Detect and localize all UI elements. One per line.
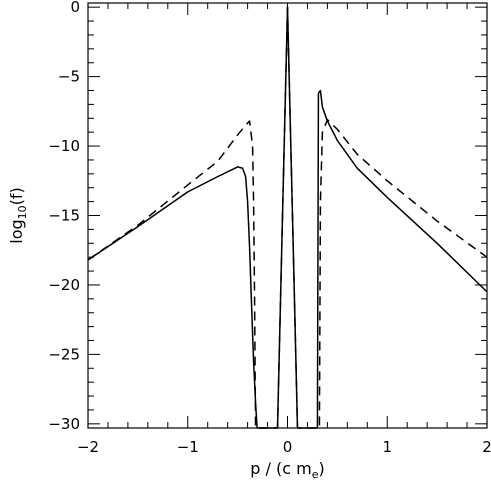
- y-tick-label: −10: [48, 137, 80, 155]
- series-solid-line: [87, 6, 488, 429]
- x-tick-label: 0: [283, 438, 293, 456]
- x-tick-label: −2: [77, 438, 99, 456]
- ticks-layer: [87, 3, 488, 428]
- y-tick-label: 0: [70, 0, 80, 16]
- y-tick-label: −30: [48, 415, 80, 433]
- y-tick-label: −15: [48, 207, 80, 225]
- x-tick-label: 1: [382, 438, 392, 456]
- x-axis-label: p / (c me): [250, 459, 324, 481]
- y-tick-label: −5: [58, 68, 80, 86]
- labels-layer: −2 −1 0 1 20−5−10−15−20−25−30: [48, 0, 491, 456]
- y-axis-label: log10(f): [7, 187, 29, 244]
- plot-frame: [87, 2, 488, 429]
- y-tick-label: −25: [48, 345, 80, 363]
- series-dashed-line: [87, 6, 488, 429]
- x-tick-label: −1: [177, 438, 199, 456]
- y-tick-label: −20: [48, 276, 80, 294]
- series-layer: [87, 6, 488, 429]
- x-tick-label: 2: [482, 438, 491, 456]
